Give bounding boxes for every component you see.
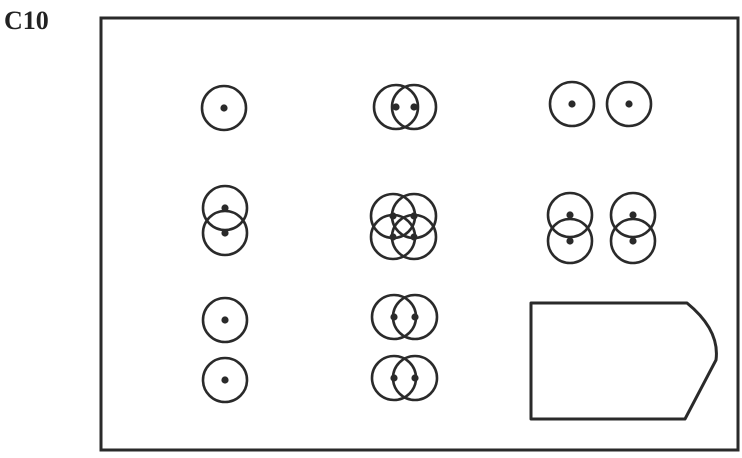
r2c3b-top-ring (609, 191, 657, 239)
r2c3a-top-dot (566, 211, 574, 219)
r2c3b-top-dot (629, 211, 637, 219)
r1c2-right-dot (410, 103, 418, 111)
puzzle-label: C10 (4, 6, 49, 35)
r1c3-left-ring (548, 80, 596, 128)
r1c1-dot (220, 104, 228, 112)
r3c1-top-ring (201, 296, 249, 344)
r1c3-right-ring (605, 80, 653, 128)
r2c3a-bottom-ring (546, 217, 594, 265)
r3c2-bottom-right-ring (391, 354, 439, 402)
r2c2-br-ring (390, 213, 438, 261)
r2c3b-bottom-dot (629, 237, 637, 245)
r3c2-top-right-dot (411, 313, 419, 321)
r2c3a-top-ring (546, 191, 594, 239)
r3c1-bottom-ring (201, 356, 249, 404)
answer-placeholder-shape (529, 301, 718, 421)
r3c2-bottom-right-dot (411, 374, 419, 382)
r2c3a-bottom-dot (566, 237, 574, 245)
r1c2-left-ring (372, 83, 420, 131)
r1c1-ring (200, 84, 248, 132)
r2c2-br-dot (410, 233, 418, 241)
r1c3-left-dot (568, 100, 576, 108)
matrix-frame (99, 16, 740, 452)
r1c2-right-ring (390, 83, 438, 131)
r2c1-bottom-dot (221, 229, 229, 237)
r2c3b-bottom-ring (609, 217, 657, 265)
r1c3-right-dot (625, 100, 633, 108)
r2c1-bottom-ring (201, 209, 249, 257)
r3c1-top-dot (221, 316, 229, 324)
r3c1-bottom-dot (221, 376, 229, 384)
r1c2-left-dot (392, 103, 400, 111)
r3c2-top-right-ring (391, 293, 439, 341)
